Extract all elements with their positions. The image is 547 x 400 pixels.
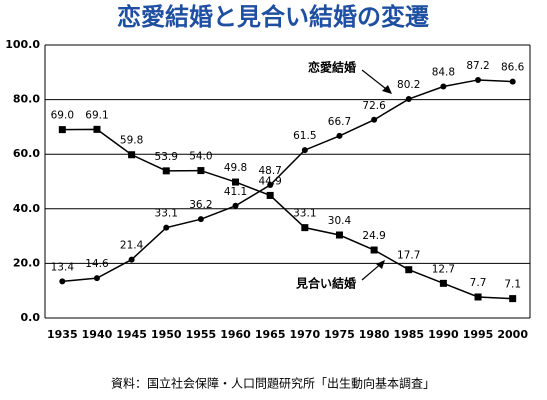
- y-tick-label: 100.0: [5, 38, 40, 51]
- x-tick-label: 1950: [151, 328, 182, 341]
- marker: [59, 278, 66, 285]
- x-tick-label: 1995: [463, 328, 494, 341]
- marker: [440, 83, 447, 90]
- marker: [371, 116, 378, 123]
- x-tick-label: 1955: [186, 328, 217, 341]
- marker: [197, 216, 204, 223]
- value-label: 14.6: [85, 258, 109, 270]
- marker: [232, 178, 240, 186]
- marker: [475, 76, 482, 83]
- x-tick-label: 1940: [82, 328, 113, 341]
- x-tick-label: 1975: [324, 328, 355, 341]
- y-tick-label: 20.0: [13, 256, 40, 269]
- value-label: 12.7: [432, 263, 455, 275]
- marker: [439, 279, 447, 287]
- marker: [336, 132, 343, 139]
- marker: [370, 246, 378, 254]
- y-tick-label: 60.0: [13, 147, 40, 160]
- arrow-head: [376, 260, 385, 269]
- y-tick-label: 40.0: [13, 202, 40, 215]
- x-tick-label: 1960: [220, 328, 251, 341]
- marker: [58, 126, 66, 134]
- value-label: 66.7: [328, 116, 351, 128]
- marker: [128, 256, 135, 263]
- value-label: 41.1: [224, 186, 247, 198]
- value-label: 7.7: [470, 277, 487, 289]
- value-label: 33.1: [293, 208, 316, 220]
- series-line: [62, 79, 513, 283]
- value-label: 80.2: [397, 79, 420, 91]
- value-label: 86.6: [501, 62, 525, 74]
- value-label: 24.9: [362, 230, 385, 242]
- arrow-head: [382, 85, 392, 94]
- marker: [232, 202, 239, 209]
- series-label: 恋愛結婚: [308, 60, 356, 75]
- value-label: 48.7: [258, 165, 281, 177]
- value-label: 33.1: [155, 208, 178, 220]
- value-label: 54.0: [189, 151, 212, 163]
- marker: [405, 96, 412, 103]
- marker: [509, 78, 516, 85]
- value-label: 72.6: [362, 100, 386, 112]
- x-tick-label: 1965: [255, 328, 286, 341]
- marker: [93, 125, 101, 133]
- x-tick-label: 1945: [116, 328, 147, 341]
- x-tick-label: 1985: [393, 328, 424, 341]
- marker: [163, 224, 170, 231]
- value-label: 53.9: [155, 151, 178, 163]
- value-label: 30.4: [328, 215, 352, 227]
- series-line: [62, 128, 513, 300]
- value-label: 21.4: [120, 240, 144, 252]
- marker: [162, 167, 170, 175]
- y-tick-label: 0.0: [21, 311, 41, 324]
- series-label: 見合い結婚: [295, 276, 356, 291]
- x-tick-label: 1935: [47, 328, 78, 341]
- marker: [266, 191, 274, 199]
- value-label: 69.1: [85, 109, 108, 121]
- value-label: 17.7: [397, 250, 420, 262]
- value-label: 69.0: [51, 110, 74, 122]
- marker: [267, 182, 274, 189]
- value-label: 87.2: [466, 60, 489, 72]
- value-label: 84.8: [432, 66, 455, 78]
- value-label: 61.5: [293, 130, 316, 142]
- marker: [335, 231, 343, 239]
- value-label: 13.4: [51, 261, 75, 273]
- x-tick-label: 1980: [359, 328, 390, 341]
- value-label: 7.1: [504, 279, 521, 291]
- x-tick-label: 1990: [428, 328, 459, 341]
- source-note: 資料：国立社会保障・人口問題研究所「出生動向基本調査」: [111, 376, 435, 391]
- chart-title: 恋愛結婚と見合い結婚の変遷: [117, 3, 429, 31]
- marker: [93, 275, 100, 282]
- marker: [197, 167, 205, 175]
- x-tick-label: 1970: [290, 328, 321, 341]
- y-tick-label: 80.0: [13, 93, 40, 106]
- marker: [128, 151, 136, 159]
- marker: [509, 295, 517, 303]
- marker: [405, 266, 413, 274]
- marker: [301, 224, 309, 232]
- x-tick-label: 2000: [497, 328, 528, 341]
- value-label: 49.8: [224, 162, 247, 174]
- marker: [301, 147, 308, 154]
- marker: [474, 293, 482, 301]
- value-label: 44.9: [258, 175, 281, 187]
- value-label: 59.8: [120, 135, 143, 147]
- value-label: 36.2: [189, 199, 212, 211]
